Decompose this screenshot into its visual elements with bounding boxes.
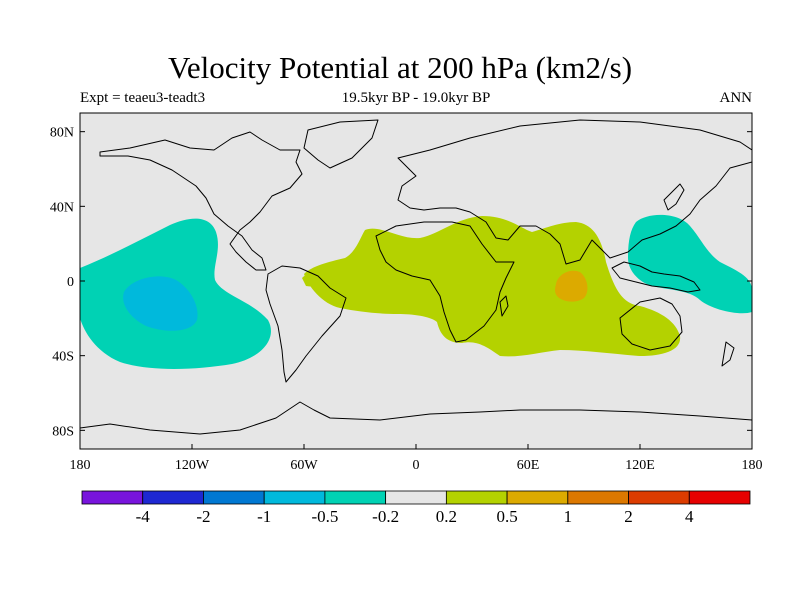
lat-tick-label: 0 xyxy=(67,275,74,290)
coastline-greenland xyxy=(303,119,379,169)
contour-region-eastern-pacific-core xyxy=(123,276,198,331)
coastline-eurasia xyxy=(397,119,752,265)
coastline-africa xyxy=(375,221,515,343)
season-label: ANN xyxy=(719,90,753,106)
longitude-axis: 180 120W 60W 0 60E 120E 180 xyxy=(70,444,763,473)
colorbar-label: 2 xyxy=(624,507,633,526)
coastline-australia xyxy=(619,297,683,351)
colorbar-label: 1 xyxy=(564,507,573,526)
latitude-axis: 80N 40N 0 40S 80S xyxy=(50,126,752,439)
colorbar-label: -1 xyxy=(257,507,271,526)
colorbar-swatch xyxy=(324,490,387,505)
colorbar-swatch xyxy=(263,490,326,505)
coastline-madagascar xyxy=(499,295,509,317)
coastline-japan xyxy=(663,183,685,211)
colorbar-swatch xyxy=(142,490,204,505)
lat-tick-label: 80N xyxy=(50,126,74,141)
colorbar-swatch xyxy=(445,490,508,505)
colorbar-label: -0.2 xyxy=(372,507,399,526)
colorbar: -4 -2 -1 -0.5 -0.2 0.2 0.5 1 2 4 xyxy=(81,490,751,526)
coastline-maritime-continent xyxy=(611,261,701,293)
lon-tick-label: 120E xyxy=(625,458,655,473)
coastline-new-zealand xyxy=(721,341,735,367)
contour-fields xyxy=(80,214,752,369)
lat-tick-label: 40S xyxy=(52,350,74,365)
map-subtitle: 19.5kyr BP - 19.0kyr BP xyxy=(341,90,491,106)
lat-tick-label: 40N xyxy=(50,200,74,215)
colorbar-swatch xyxy=(203,490,265,505)
coastline-north-america xyxy=(99,131,303,271)
colorbar-label: -4 xyxy=(136,507,151,526)
contour-region-western-pacific-negative xyxy=(628,214,752,314)
colorbar-swatch xyxy=(385,490,447,505)
colorbar-swatch xyxy=(688,490,751,505)
lon-tick-label: 60W xyxy=(290,458,318,473)
lat-tick-label: 80S xyxy=(52,424,74,439)
lon-tick-label: 180 xyxy=(70,458,91,473)
contour-region-indian-ocean-peak xyxy=(555,270,588,302)
contour-region-atlantic-positive-patch xyxy=(302,271,328,287)
colorbar-swatch xyxy=(628,490,690,505)
colorbar-swatch xyxy=(81,490,144,505)
lon-tick-label: 120W xyxy=(175,458,210,473)
colorbar-swatch xyxy=(567,490,629,505)
coastline-antarctica xyxy=(80,401,752,435)
colorbar-label: -0.5 xyxy=(311,507,338,526)
colorbar-label: 0.2 xyxy=(436,507,457,526)
coastline-south-america xyxy=(265,265,347,383)
colorbar-label: -2 xyxy=(196,507,210,526)
contour-region-indian-ocean-positive xyxy=(304,216,681,357)
experiment-label: Expt = teaeu3-teadt3 xyxy=(80,90,206,106)
lon-tick-label: 60E xyxy=(517,458,540,473)
colorbar-label: 4 xyxy=(685,507,694,526)
colorbar-label: 0.5 xyxy=(496,507,517,526)
lon-tick-label: 0 xyxy=(413,458,420,473)
colorbar-swatch xyxy=(506,490,569,505)
map-title: Velocity Potential at 200 hPa (km2/s) xyxy=(167,50,633,85)
coastlines xyxy=(80,119,752,435)
lon-tick-label: 180 xyxy=(742,458,763,473)
